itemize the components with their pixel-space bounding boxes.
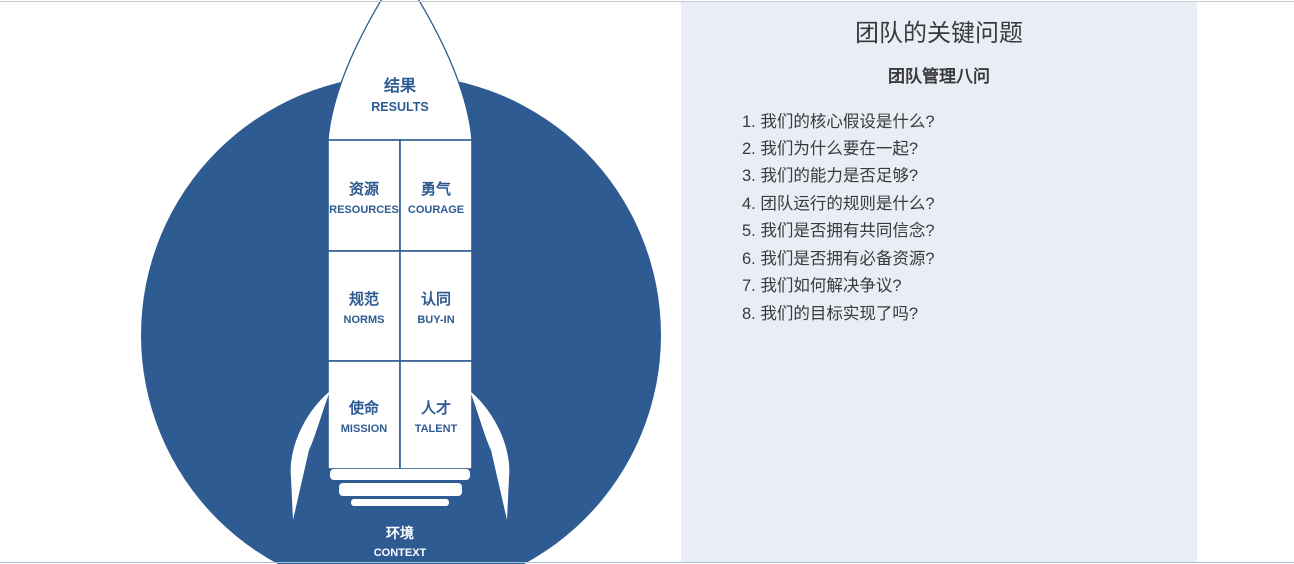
svg-text:认同: 认同 (421, 290, 451, 308)
svg-text:环境: 环境 (386, 525, 414, 541)
svg-text:NORMS: NORMS (344, 314, 385, 326)
svg-text:COURAGE: COURAGE (408, 204, 464, 216)
svg-text:规范: 规范 (349, 290, 379, 308)
svg-text:使命: 使命 (348, 399, 380, 417)
svg-text:结果: 结果 (383, 76, 416, 95)
svg-text:MISSION: MISSION (341, 423, 388, 435)
svg-text:TALENT: TALENT (415, 423, 458, 435)
svg-text:BUY-IN: BUY-IN (417, 314, 454, 326)
svg-text:CONTEXT: CONTEXT (374, 547, 427, 559)
svg-text:人才: 人才 (421, 399, 451, 417)
svg-text:资源: 资源 (349, 180, 379, 198)
svg-text:RESULTS: RESULTS (371, 100, 428, 114)
svg-text:RESOURCES: RESOURCES (329, 204, 399, 216)
svg-text:勇气: 勇气 (421, 180, 451, 198)
